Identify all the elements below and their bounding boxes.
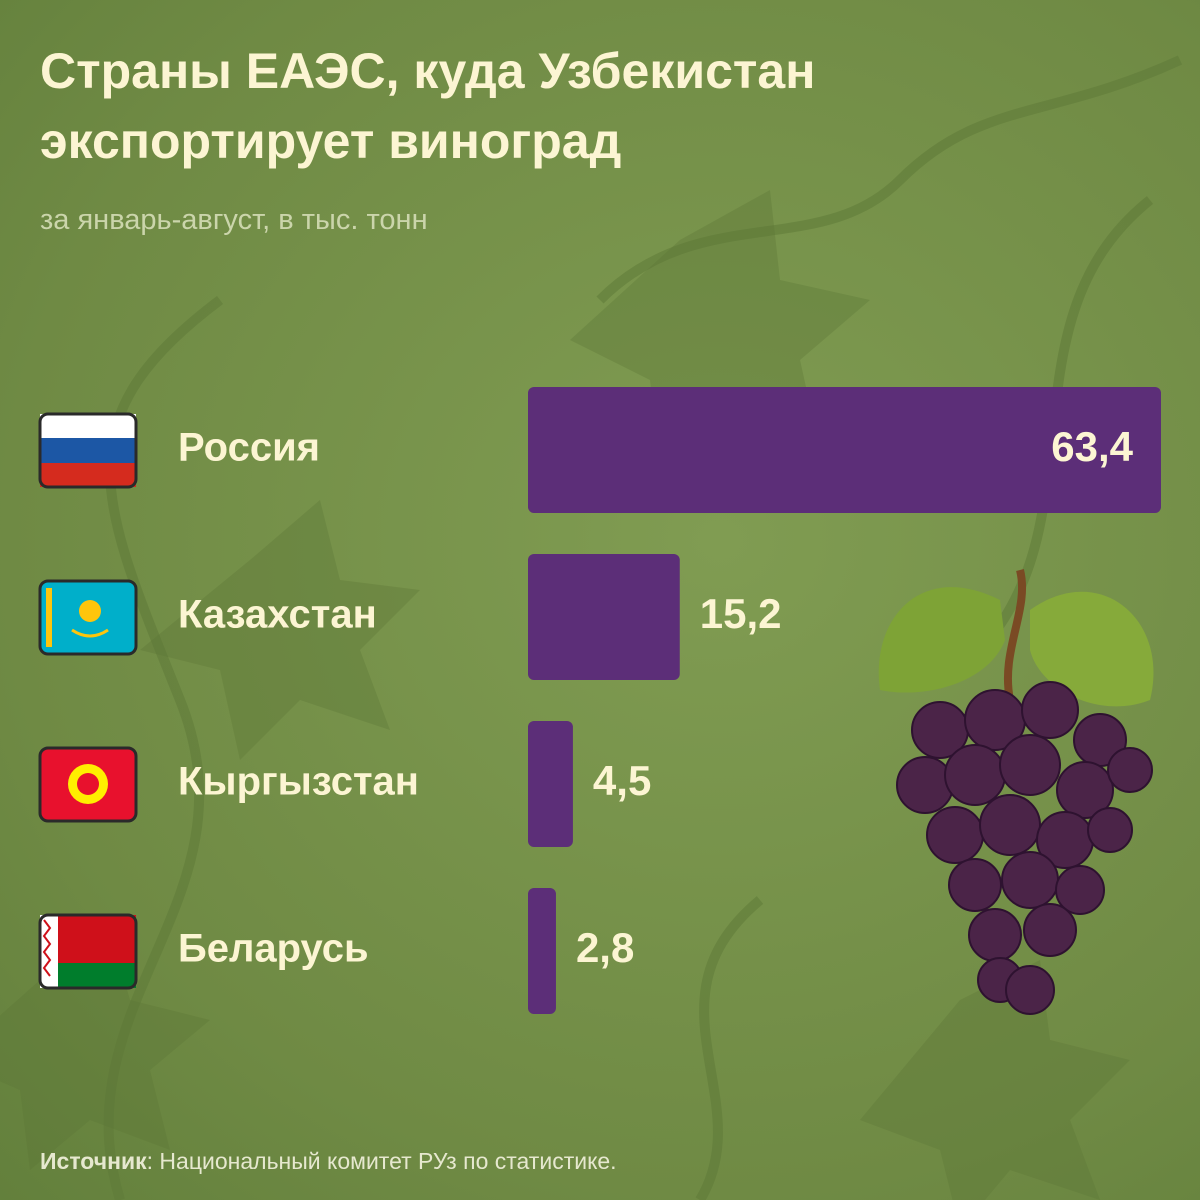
bar bbox=[528, 554, 680, 680]
flag-russia bbox=[38, 412, 138, 489]
value-label: 2,8 bbox=[576, 924, 634, 971]
flag-kyrgyzstan bbox=[38, 746, 138, 823]
bar bbox=[528, 387, 1161, 513]
source-label: Источник bbox=[40, 1148, 147, 1174]
grapes-illustration bbox=[878, 569, 1154, 1015]
chart-title: Страны ЕАЭС, куда Узбекистан экспортируе… bbox=[40, 43, 816, 169]
source-text: : Национальный комитет РУз по статистике… bbox=[146, 1148, 617, 1174]
value-label: 4,5 bbox=[593, 757, 651, 804]
chart-subtitle: за январь-август, в тыс. тонн bbox=[40, 204, 428, 236]
category-label: Беларусь bbox=[178, 927, 369, 971]
flag-belarus bbox=[38, 913, 138, 990]
category-label: Кыргызстан bbox=[178, 760, 419, 804]
source-note: Источник: Национальный комитет РУз по ст… bbox=[40, 1148, 617, 1175]
category-label: Россия bbox=[178, 426, 320, 470]
flag-kazakhstan bbox=[38, 579, 138, 656]
bar bbox=[528, 721, 573, 847]
value-label: 15,2 bbox=[700, 590, 782, 637]
value-label: 63,4 bbox=[1051, 423, 1133, 470]
category-label: Казахстан bbox=[178, 593, 377, 637]
flags bbox=[38, 412, 138, 990]
bar bbox=[528, 888, 556, 1014]
